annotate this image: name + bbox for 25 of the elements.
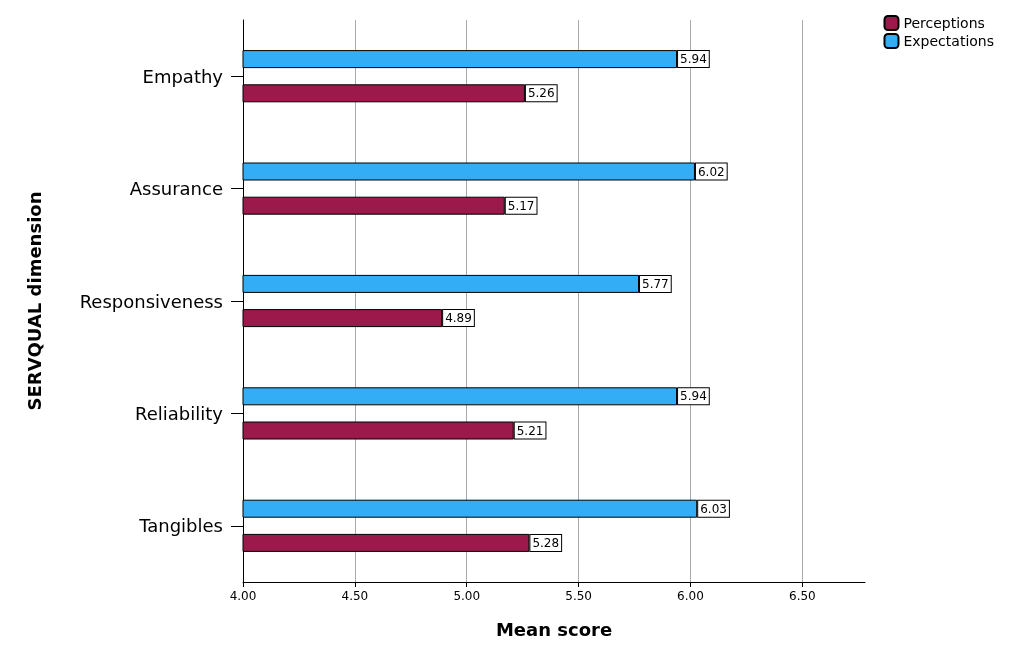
y-tick-label: Responsiveness xyxy=(79,290,223,312)
legend-label: Expectations xyxy=(903,33,995,49)
data-label: 5.17 xyxy=(507,198,535,213)
data-label: 5.94 xyxy=(680,52,707,67)
data-label: 6.02 xyxy=(697,164,725,179)
data-label: 5.94 xyxy=(680,389,707,404)
legend-label: Perceptions xyxy=(903,15,985,31)
x-tick-label: 4.50 xyxy=(341,589,369,603)
x-tick-label: 6.50 xyxy=(788,589,816,603)
x-axis-title: Mean score xyxy=(495,618,613,640)
data-label: 4.89 xyxy=(445,311,472,326)
data-label: 5.26 xyxy=(527,86,555,101)
data-label: 5.28 xyxy=(532,535,560,550)
y-tick-label: Assurance xyxy=(129,178,223,200)
x-tick-label: 4.00 xyxy=(229,589,257,603)
data-label: 5.77 xyxy=(642,276,669,291)
x-tick-label: 6.00 xyxy=(677,589,704,603)
data-label: 5.21 xyxy=(516,423,544,438)
x-tick-label: 5.50 xyxy=(565,589,592,603)
data-label: 6.03 xyxy=(700,501,727,516)
y-tick-label: Tangibles xyxy=(138,515,223,537)
x-tick-label: 5.00 xyxy=(453,589,481,603)
y-axis-title: SERVQUAL dimension xyxy=(23,191,45,411)
y-tick-label: Empathy xyxy=(142,65,224,87)
y-tick-label: Reliability xyxy=(135,402,224,424)
